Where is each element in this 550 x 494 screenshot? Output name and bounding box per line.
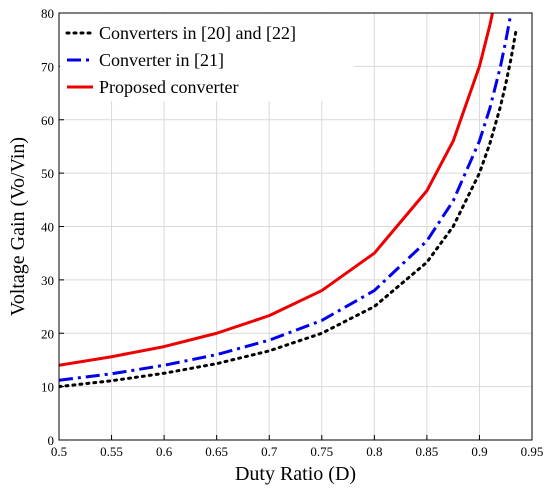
y-tick-label: 70 [41,59,54,74]
series-line-3 [59,13,495,367]
y-tick-label: 40 [41,220,54,235]
x-tick-label: 0.9 [471,444,487,459]
y-tick-label: 60 [41,113,54,128]
y-tick-label: 30 [41,273,54,288]
y-tick-label: 0 [48,433,55,448]
x-tick-label: 0.8 [366,444,382,459]
x-tick-label: 0.5 [51,444,67,459]
y-axis-title: Voltage Gain (Vo/Vin) [7,137,29,316]
x-tick-label: 0.7 [261,444,278,459]
plot-frame [58,12,533,441]
y-tick-label: 20 [41,326,54,341]
x-tick-label: 0.75 [310,444,333,459]
y-tick-label: 50 [41,166,54,181]
legend: Converters in [20] and [22] Converter in … [60,14,354,101]
x-tick-label: 0.65 [205,444,228,459]
y-tick-label: 10 [41,380,54,395]
legend-label-3: Proposed converter [99,77,238,97]
legend-box [60,14,354,101]
series-line-2 [59,13,513,382]
x-tick-label: 0.95 [521,444,544,459]
legend-label-2: Converter in [21] [99,50,224,70]
x-axis-title: Duty Ratio (D) [235,463,356,485]
series-layer [59,13,518,389]
legend-label-1: Converters in [20] and [22] [99,23,296,43]
y-tick-label: 80 [41,6,54,21]
x-tick-label: 0.6 [156,444,173,459]
tick-labels: 0.5 0.55 0.6 0.65 0.7 0.75 0.8 0.85 0.9 0.95 0 10 20… [41,6,543,459]
x-tick-label: 0.55 [100,444,123,459]
x-tick-label: 0.85 [416,444,439,459]
